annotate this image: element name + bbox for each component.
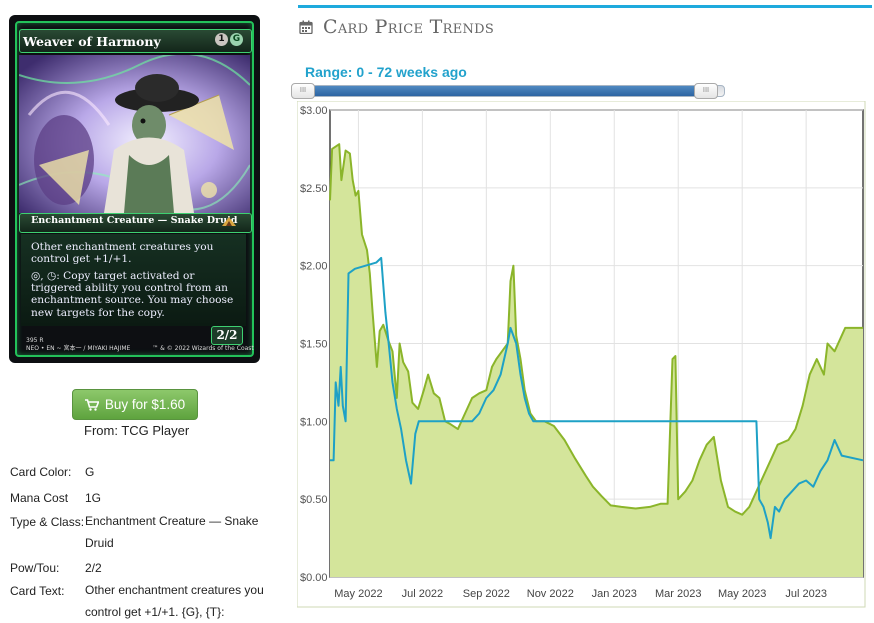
calendar-icon xyxy=(299,20,313,34)
card-rules-text-2: ◎, ◷: Copy target activated or triggered… xyxy=(31,270,234,319)
x-tick-label: May 2023 xyxy=(718,588,766,600)
detail-label: Pow/Tou: xyxy=(10,561,60,575)
detail-value: Enchantment Creature — Snake Druid xyxy=(85,514,259,550)
card-image: Weaver of Harmony 1 G Enchantment Creatu… xyxy=(9,15,260,363)
mana-symbol-generic: 1 xyxy=(215,33,228,46)
section-title: Card Price Trends xyxy=(323,16,495,38)
x-tick-label: Sep 2022 xyxy=(463,588,510,600)
x-tick-label: Nov 2022 xyxy=(527,588,574,600)
detail-value: 1G xyxy=(85,491,102,505)
y-tick-label: $1.00 xyxy=(300,416,328,428)
chart-series xyxy=(329,143,864,577)
buy-button[interactable]: Buy for $1.60 xyxy=(72,389,198,420)
y-tick-label: $0.00 xyxy=(300,572,328,584)
y-tick-label: $3.00 xyxy=(300,105,328,117)
card-collector-line-1: 395 R xyxy=(26,337,44,344)
section-top-rule xyxy=(298,5,872,8)
x-tick-label: Jan 2023 xyxy=(592,588,637,600)
card-power-toughness: 2/2 xyxy=(211,326,243,345)
x-tick-label: Jul 2023 xyxy=(785,588,827,600)
detail-value: 2/2 xyxy=(85,561,102,575)
range-slider-end-handle[interactable]: III xyxy=(694,83,718,99)
price-source: From: TCG Player xyxy=(84,423,190,438)
buy-button-label: Buy for $1.60 xyxy=(104,397,186,412)
card-artwork xyxy=(19,55,250,213)
y-tick-label: $0.50 xyxy=(300,494,328,506)
price-trends-heading: Card Price Trends xyxy=(299,16,494,38)
card-type-bar xyxy=(19,213,252,233)
card-artist: NEO • EN ~ 宮本一 / MIYAKI HAJIME xyxy=(26,345,131,352)
y-tick-label: $1.50 xyxy=(300,339,328,351)
mana-symbol-green: G xyxy=(230,33,243,46)
range-label: Range: 0 - 72 weeks ago xyxy=(305,64,467,80)
detail-label: Card Color: xyxy=(10,465,72,479)
x-tick-label: May 2022 xyxy=(334,588,382,600)
series-area-0 xyxy=(330,144,863,577)
chart-border xyxy=(297,101,866,608)
y-tick-label: $2.00 xyxy=(300,261,328,273)
set-symbol-icon xyxy=(222,217,236,226)
detail-value: Other enchantment creatures you control … xyxy=(85,583,264,619)
card-rules-box: Other enchantment creatures you control … xyxy=(21,234,246,326)
series-line-1 xyxy=(330,256,864,540)
x-tick-label: Jul 2022 xyxy=(402,588,444,600)
card-copyright: ™ & © 2022 Wizards of the Coast xyxy=(152,345,254,352)
detail-label: Type & Class: xyxy=(10,515,85,529)
card-frame xyxy=(15,21,254,357)
card-rules-text-1: Other enchantment creatures you control … xyxy=(31,241,214,266)
y-tick-label: $2.50 xyxy=(300,183,328,195)
x-axis-ticks: May 2022 Jul 2022 Sep 2022 Nov 2022 Jan 2023… xyxy=(334,588,827,600)
price-chart: $3.00 $2.50 $2.00 $1.50 $1.00 $0.50 $0.00 May … xyxy=(297,101,866,608)
series-line-0 xyxy=(329,143,863,516)
detail-label: Card Text: xyxy=(10,584,65,598)
detail-label: Mana Cost xyxy=(10,491,69,505)
x-tick-label: Mar 2023 xyxy=(655,588,701,600)
range-slider-selection xyxy=(303,86,708,96)
card-type-line: Enchantment Creature — Snake Druid xyxy=(31,215,238,226)
shopping-cart-icon xyxy=(84,398,99,411)
card-collector-line-2: NEO • EN ~ 宮本一 / MIYAKI HAJIME ™ & © 202… xyxy=(26,345,254,353)
card-title-bar xyxy=(19,29,252,53)
detail-value: G xyxy=(85,465,95,479)
y-axis-ticks: $3.00 $2.50 $2.00 $1.50 $1.00 $0.50 $0.00 xyxy=(300,105,328,584)
card-collector-info: 395 R NEO • EN ~ 宮本一 / MIYAKI HAJIME ™ &… xyxy=(26,337,254,353)
card-name: Weaver of Harmony xyxy=(23,34,161,49)
range-slider-start-handle[interactable]: III xyxy=(291,83,315,99)
